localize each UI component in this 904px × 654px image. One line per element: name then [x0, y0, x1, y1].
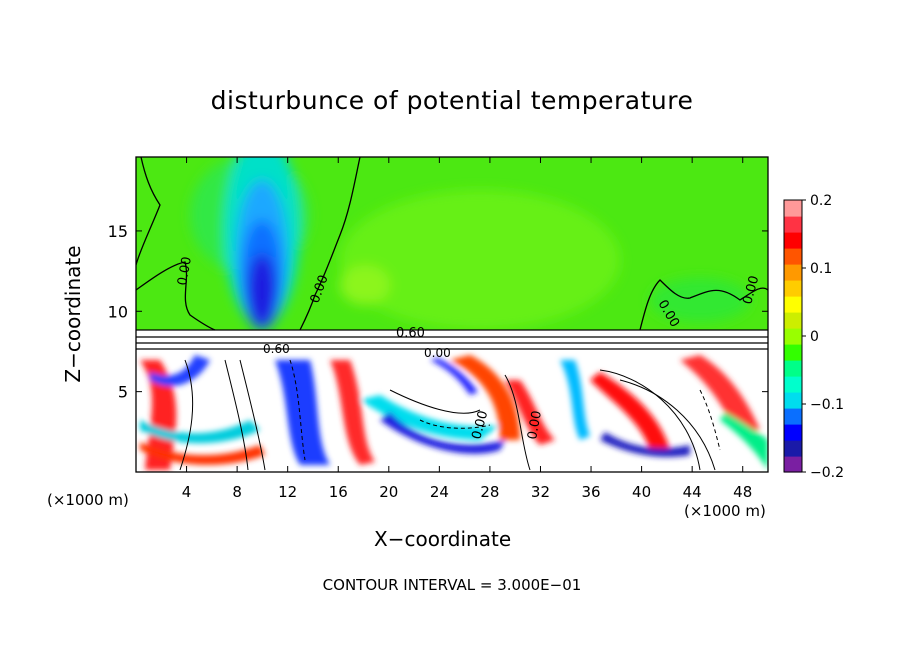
colorbar-swatch — [784, 408, 802, 425]
x-axis: 4 8 12 16 20 24 28 32 36 40 44 48 — [182, 157, 752, 501]
x-tick-label: 24 — [430, 483, 449, 501]
colorbar — [784, 200, 802, 473]
colorbar-swatch — [784, 376, 802, 393]
colorbar-swatch — [784, 360, 802, 377]
colorbar-swatch — [784, 344, 802, 361]
contour-interval-text: CONTOUR INTERVAL = 3.000E−01 — [322, 576, 582, 594]
colorbar-tick-label: −0.2 — [810, 465, 844, 481]
x-tick-label: 8 — [232, 483, 242, 501]
colorbar-tick-label: 0.2 — [810, 193, 832, 209]
colorbar-tick-label: 0.1 — [810, 261, 832, 277]
colorbar-swatch — [784, 440, 802, 457]
colorbar-swatch — [784, 392, 802, 409]
plot-frame — [135, 156, 769, 473]
colorbar-swatch — [784, 200, 802, 217]
x-tick-label: 48 — [733, 483, 752, 501]
colorbar-swatch — [784, 216, 802, 233]
x-tick-label: 32 — [531, 483, 550, 501]
x-tick-label: 16 — [329, 483, 348, 501]
x-tick-label: 12 — [278, 483, 297, 501]
colorbar-swatch — [784, 296, 802, 313]
colorbar-swatch — [784, 456, 802, 473]
y-tick-label: 15 — [108, 222, 128, 241]
colorbar-swatch — [784, 280, 802, 297]
contour-label: 0.00 — [469, 409, 491, 441]
colorbar-tick-label: 0 — [810, 329, 819, 345]
contour-label: 0.00 — [424, 346, 451, 360]
heatmap-field — [136, 157, 768, 472]
y-tick-label: 5 — [118, 383, 128, 402]
x-tick-label: 20 — [379, 483, 398, 501]
colorbar-tick-label: −0.1 — [810, 397, 844, 413]
contour-label: 0.60 — [263, 342, 290, 356]
colorbar-labels: 0.2 0.1 0 −0.1 −0.2 — [802, 193, 844, 481]
x-unit-right: (×1000 m) — [684, 502, 766, 520]
colorbar-swatch — [784, 312, 802, 329]
x-tick-label: 36 — [581, 483, 600, 501]
colorbar-swatch — [784, 328, 802, 345]
contour-labels: 0.00 0.00 0.60 0.60 0.00 0.00 0.00 0.00 … — [175, 256, 762, 441]
y-axis-label: Z−coordinate — [61, 245, 85, 383]
contour-label: 0.60 — [396, 326, 425, 341]
contour-label: 0.00 — [175, 256, 195, 287]
colorbar-frame — [783, 199, 803, 473]
x-unit-left: (×1000 m) — [47, 491, 129, 509]
contour-label: 0.00 — [740, 274, 762, 306]
x-tick-label: 44 — [683, 483, 702, 501]
colorbar-swatch — [784, 264, 802, 281]
x-tick-label: 40 — [632, 483, 651, 501]
chart-title: disturbunce of potential temperature — [210, 86, 694, 115]
x-axis-label: X−coordinate — [374, 527, 512, 551]
contour-label: 0.00 — [525, 410, 545, 441]
y-tick-label: 10 — [108, 302, 128, 321]
colorbar-swatch — [784, 248, 802, 265]
x-tick-label: 4 — [182, 483, 192, 501]
colorbar-swatch — [784, 232, 802, 249]
y-axis: 5 10 15 — [108, 222, 768, 402]
x-tick-label: 28 — [480, 483, 499, 501]
colorbar-swatch — [784, 424, 802, 441]
